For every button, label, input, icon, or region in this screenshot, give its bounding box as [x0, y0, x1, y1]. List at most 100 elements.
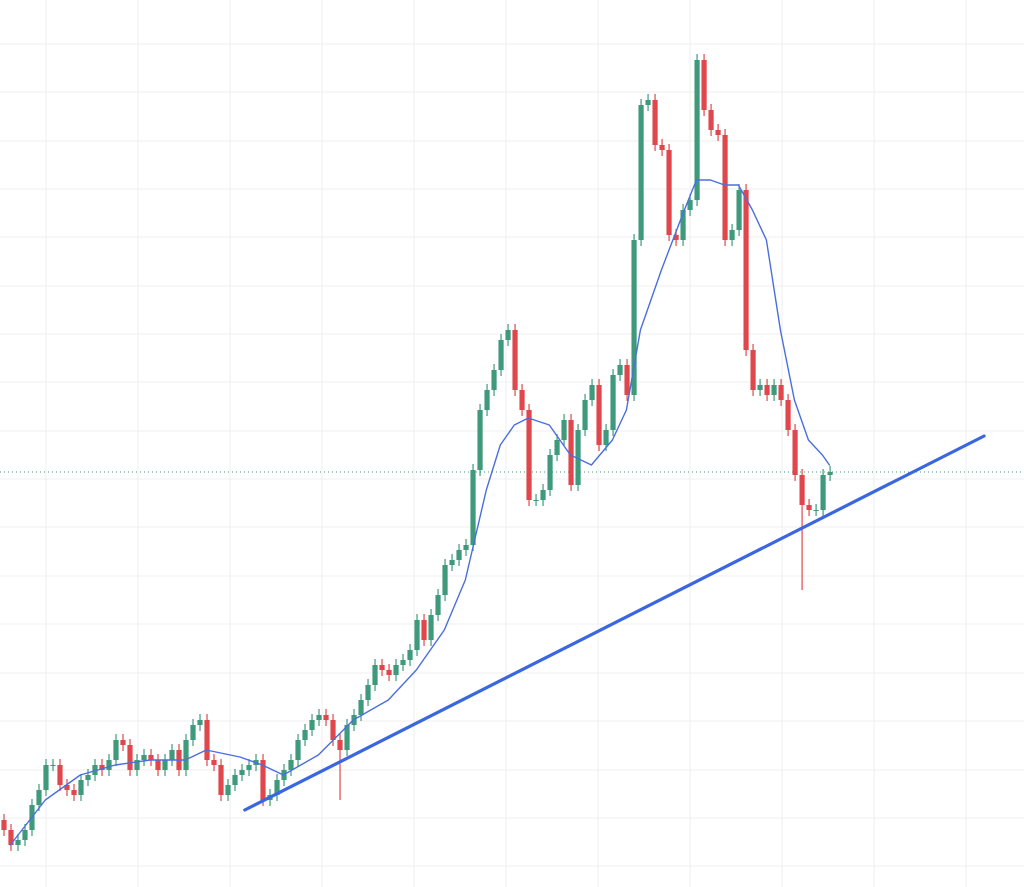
- candle-body: [246, 765, 252, 770]
- candle-body: [239, 770, 245, 775]
- candle-body: [715, 130, 721, 135]
- candle-body: [505, 330, 511, 340]
- candle-body: [603, 430, 609, 445]
- candle-body: [568, 420, 574, 485]
- candle-body: [120, 740, 126, 745]
- candle-body: [337, 740, 343, 750]
- candle-body: [64, 785, 70, 790]
- candle-body: [778, 385, 784, 400]
- candle-body: [519, 390, 525, 410]
- candle-body: [400, 660, 406, 665]
- candle-body: [393, 665, 399, 675]
- candle-body: [757, 385, 763, 390]
- candle-body: [92, 765, 98, 775]
- candle-body: [477, 410, 483, 470]
- candle-body: [288, 760, 294, 770]
- candle-body: [330, 720, 336, 740]
- candle-body: [624, 365, 630, 395]
- candle-body: [43, 765, 49, 790]
- candle-body: [260, 760, 266, 800]
- candle-body: [666, 150, 672, 235]
- candle-body: [729, 230, 735, 240]
- candle-body: [379, 665, 385, 670]
- candle-body: [15, 840, 21, 845]
- candle-body: [442, 565, 448, 595]
- candle-body: [687, 200, 693, 210]
- candle-body: [232, 775, 238, 785]
- candle-body: [127, 745, 133, 770]
- candle-body: [162, 760, 168, 770]
- candle-body: [204, 720, 210, 760]
- candle-body: [743, 190, 749, 350]
- candle-body: [617, 365, 623, 375]
- candle-body: [57, 765, 63, 785]
- candle-body: [148, 755, 154, 760]
- candle-body: [386, 670, 392, 675]
- moving-average-line: [9, 179, 831, 846]
- candle-body: [736, 190, 742, 230]
- candle-body: [750, 350, 756, 390]
- candle-body: [484, 390, 490, 410]
- candle-body: [358, 700, 364, 715]
- candle-body: [190, 725, 196, 740]
- candle-body: [295, 740, 301, 760]
- candle-body: [36, 790, 42, 805]
- candle-body: [645, 100, 651, 105]
- candle-body: [344, 725, 350, 750]
- candle-body: [22, 830, 28, 840]
- candle-body: [106, 760, 112, 770]
- candle-body: [659, 145, 665, 150]
- trend-line: [243, 434, 986, 812]
- candle-body: [631, 240, 637, 395]
- candle-body: [365, 685, 371, 700]
- candle-body: [498, 340, 504, 370]
- candle-body: [652, 100, 658, 145]
- candle-body: [596, 385, 602, 445]
- candle-body: [561, 420, 567, 440]
- candle-body: [372, 665, 378, 685]
- candle-body: [526, 410, 532, 500]
- candle-body: [540, 490, 546, 500]
- candle-body: [785, 400, 791, 430]
- candle-body: [323, 715, 329, 720]
- candle-body: [680, 210, 686, 240]
- candle-body: [554, 440, 560, 455]
- candle-body: [799, 475, 805, 505]
- candle-body: [610, 375, 616, 430]
- candle-body: [85, 775, 91, 780]
- candle-body: [316, 715, 322, 720]
- candle-body: [701, 60, 707, 110]
- candle-body: [134, 760, 140, 770]
- candle-body: [113, 740, 119, 760]
- candle-body: [302, 730, 308, 740]
- candle-body: [211, 760, 217, 765]
- candle-body: [589, 385, 595, 400]
- candle-body: [414, 620, 420, 650]
- candle-body: [533, 500, 539, 501]
- candle-body: [197, 720, 203, 725]
- candle-body: [99, 765, 105, 770]
- candle-body: [806, 505, 812, 510]
- candle-body: [456, 550, 462, 560]
- candle-body: [512, 330, 518, 390]
- candle-body: [78, 780, 84, 795]
- candle-body: [169, 750, 175, 760]
- candle-body: [764, 385, 770, 395]
- candle-body: [218, 765, 224, 795]
- candle-body: [771, 385, 777, 395]
- candle-body: [463, 545, 469, 550]
- candle-body: [792, 430, 798, 475]
- candle-body: [71, 790, 77, 795]
- candle-body: [1, 820, 7, 830]
- candle-body: [225, 785, 231, 795]
- candle-body: [827, 472, 833, 475]
- candle-body: [421, 620, 427, 640]
- candle-body: [547, 455, 553, 490]
- candle-body: [491, 370, 497, 390]
- candle-body: [673, 235, 679, 240]
- candle-body: [428, 615, 434, 640]
- candle-body: [638, 105, 644, 240]
- candle-body: [708, 110, 714, 130]
- candle-body: [694, 60, 700, 200]
